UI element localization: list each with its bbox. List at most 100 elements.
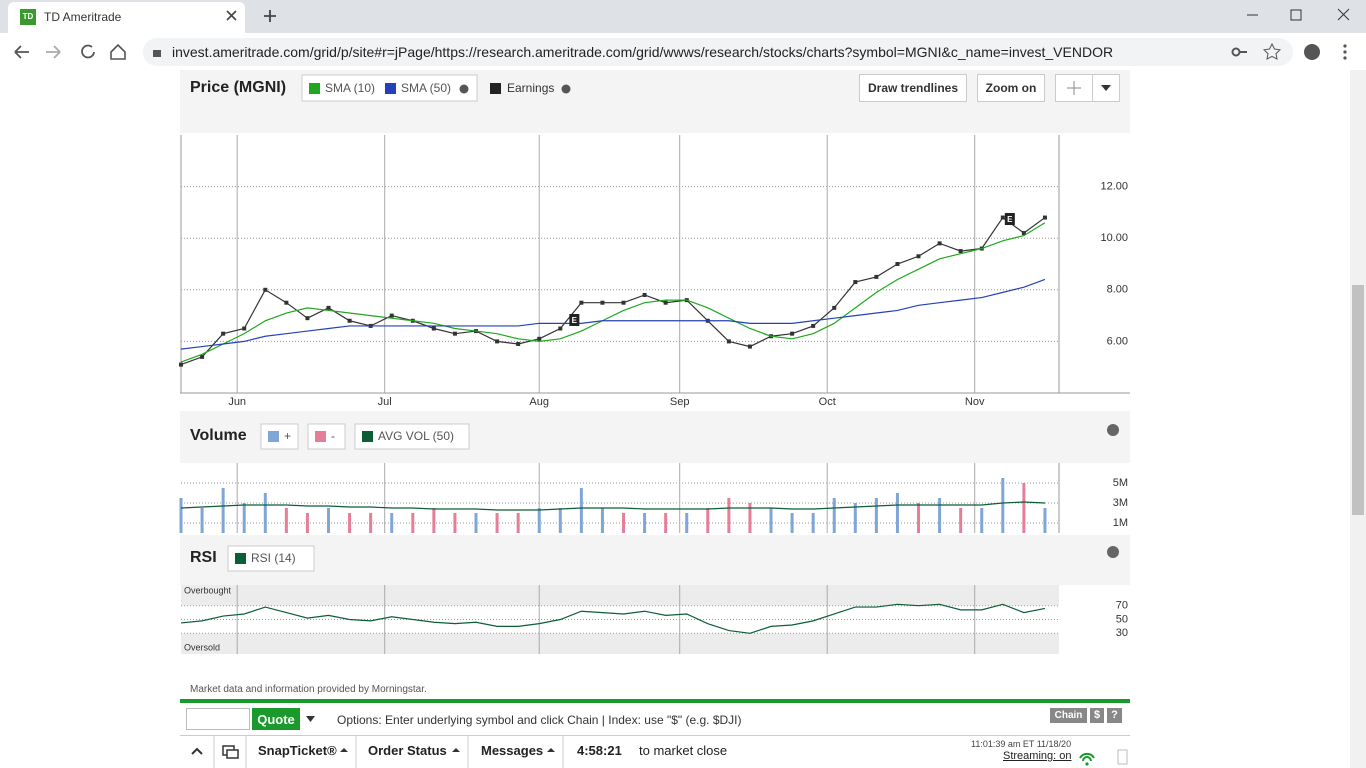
volume-bar: [1001, 478, 1005, 533]
volume-bar: [917, 503, 921, 533]
legend-box: [354, 423, 470, 450]
volume-bar: [516, 513, 520, 533]
volume-bar: [263, 493, 267, 533]
volume-bar: [474, 513, 478, 533]
price-point: [916, 254, 921, 259]
quote-dropdown[interactable]: [306, 716, 316, 722]
earnings-marker-label: E: [572, 316, 578, 325]
bottom-bar: [180, 735, 1130, 768]
dollar-button[interactable]: $: [1090, 708, 1104, 723]
series-line: [180, 501, 1045, 511]
tab-close[interactable]: [226, 10, 237, 21]
y-tick-label: 12.00: [1100, 181, 1128, 193]
home[interactable]: [110, 43, 126, 60]
x-tick-label: Jul: [378, 396, 392, 408]
tab-snapticket[interactable]: SnapTicket®: [258, 743, 337, 758]
menu-dropdown[interactable]: [1092, 74, 1120, 102]
price-point: [790, 331, 795, 336]
volume-bar: [1043, 508, 1047, 533]
x-tick-label: Jun: [228, 396, 246, 408]
overbought-label: Overbought: [184, 585, 232, 595]
price-point: [832, 305, 837, 310]
credit: Market data and information provided by …: [190, 684, 427, 695]
bottom-bar-icons: [191, 736, 1128, 768]
price-point: [600, 300, 605, 305]
earnings-swatch: [490, 83, 501, 94]
url[interactable]: invest.ameritrade.com/grid/p/site#r=jPag…: [172, 44, 1114, 60]
symbol-input[interactable]: [186, 708, 250, 730]
tab[interactable]: [8, 2, 245, 33]
legend-swatch: [362, 431, 373, 442]
streaming[interactable]: Streaming: on: [1003, 750, 1072, 762]
quote-button[interactable]: Quote: [252, 708, 300, 730]
help-button[interactable]: ?: [1107, 708, 1122, 723]
tab-messages[interactable]: Messages: [481, 743, 544, 758]
omnibox[interactable]: [143, 38, 1293, 66]
y-tick-label: 1M: [1113, 517, 1128, 529]
legend-swatch: [315, 431, 326, 442]
legend-box: [307, 423, 346, 450]
price-point: [221, 331, 226, 336]
price-point: [663, 300, 668, 305]
volume-bar: [874, 498, 878, 533]
earnings-remove: [561, 84, 571, 94]
y-tick-label: 8.00: [1107, 284, 1128, 296]
series-line: [180, 603, 1046, 634]
scrollbar-thumb[interactable]: [1352, 285, 1364, 515]
legend-swatch: [235, 553, 246, 564]
volume-bar: [938, 498, 942, 533]
bookmark[interactable]: [1262, 42, 1282, 60]
price-point: [179, 362, 183, 367]
price-point: [326, 305, 331, 310]
forward[interactable]: [46, 45, 61, 59]
volume-bar: [748, 503, 752, 533]
volume-bar: [959, 508, 963, 533]
y-tick-label: 50: [1116, 613, 1128, 625]
window-close[interactable]: [1337, 8, 1350, 21]
earnings-marker-label: E: [1007, 215, 1013, 224]
price-point: [579, 300, 584, 305]
timestamp: 11:01:39 am ET 11/18/20: [971, 739, 1072, 749]
volume-bar: [685, 513, 689, 533]
price-point: [747, 344, 752, 349]
legend-swatch: [385, 83, 396, 94]
volume-bar: [327, 508, 331, 533]
draw-trendlines[interactable]: Draw trendlines: [859, 74, 967, 102]
countdown: 4:58:21: [577, 743, 622, 758]
dropdown-icon: [1101, 85, 1111, 91]
close-rsi[interactable]: [1107, 546, 1119, 558]
volume-bar: [769, 508, 773, 533]
x-tick-label: Aug: [529, 396, 549, 408]
y-tick-label: 5M: [1113, 477, 1128, 489]
legend-label: -: [331, 429, 335, 443]
close-volume[interactable]: [1107, 424, 1119, 436]
price-point: [431, 326, 436, 331]
favicon: TD: [20, 9, 36, 25]
volume-bar: [221, 488, 225, 533]
volume-bar: [305, 513, 309, 533]
price-point: [347, 318, 352, 323]
y-tick-label: 3M: [1113, 497, 1128, 509]
restore[interactable]: [1290, 9, 1302, 21]
volume-bar: [579, 488, 583, 533]
chain-button[interactable]: Chain: [1050, 708, 1087, 723]
price-point: [495, 339, 500, 344]
volume-bar: [179, 498, 183, 533]
tab-title: TD Ameritrade: [44, 10, 122, 24]
volume-bar: [853, 503, 857, 533]
tab-order-status[interactable]: Order Status: [368, 743, 447, 758]
volume-bar: [895, 493, 899, 533]
earnings-marker: [569, 314, 580, 326]
volume-bar: [369, 513, 373, 533]
price-point: [305, 316, 310, 321]
zoom-on[interactable]: Zoom on: [977, 74, 1045, 102]
back[interactable]: [14, 45, 29, 59]
new-tab[interactable]: [264, 10, 276, 22]
earnings-legend: Earnings: [507, 81, 554, 95]
expand[interactable]: [191, 747, 203, 755]
price-point: [200, 354, 205, 359]
crosshair-button[interactable]: [1055, 74, 1093, 102]
reload[interactable]: [81, 44, 95, 59]
price-point: [537, 336, 542, 341]
profile[interactable]: [1304, 44, 1320, 60]
